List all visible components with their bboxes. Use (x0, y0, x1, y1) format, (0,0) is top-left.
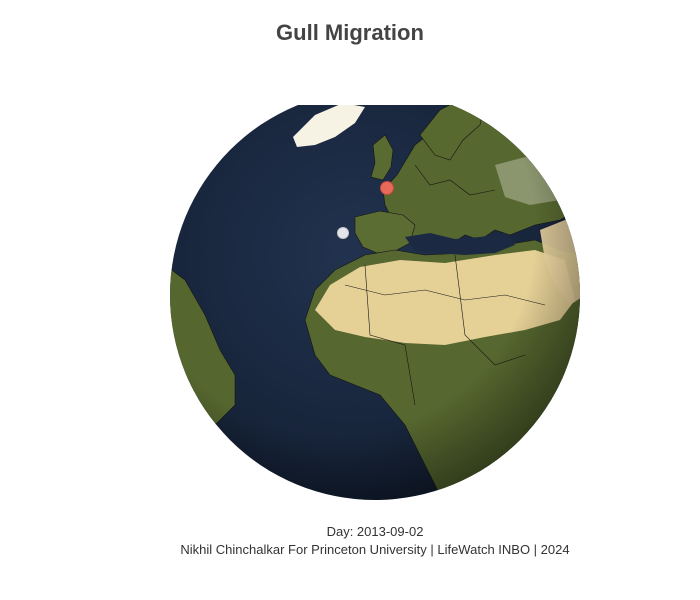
globe[interactable] (165, 105, 585, 505)
globe-svg[interactable] (165, 105, 585, 505)
gull-marker-white[interactable] (337, 227, 349, 239)
credit-line: Nikhil Chinchalkar For Princeton Univers… (180, 542, 570, 557)
gull-marker-red[interactable] (380, 181, 394, 195)
map-title: Gull Migration (276, 20, 424, 45)
globe-shading (170, 105, 580, 500)
day-readout: Day: 2013-09-02 (326, 524, 424, 539)
